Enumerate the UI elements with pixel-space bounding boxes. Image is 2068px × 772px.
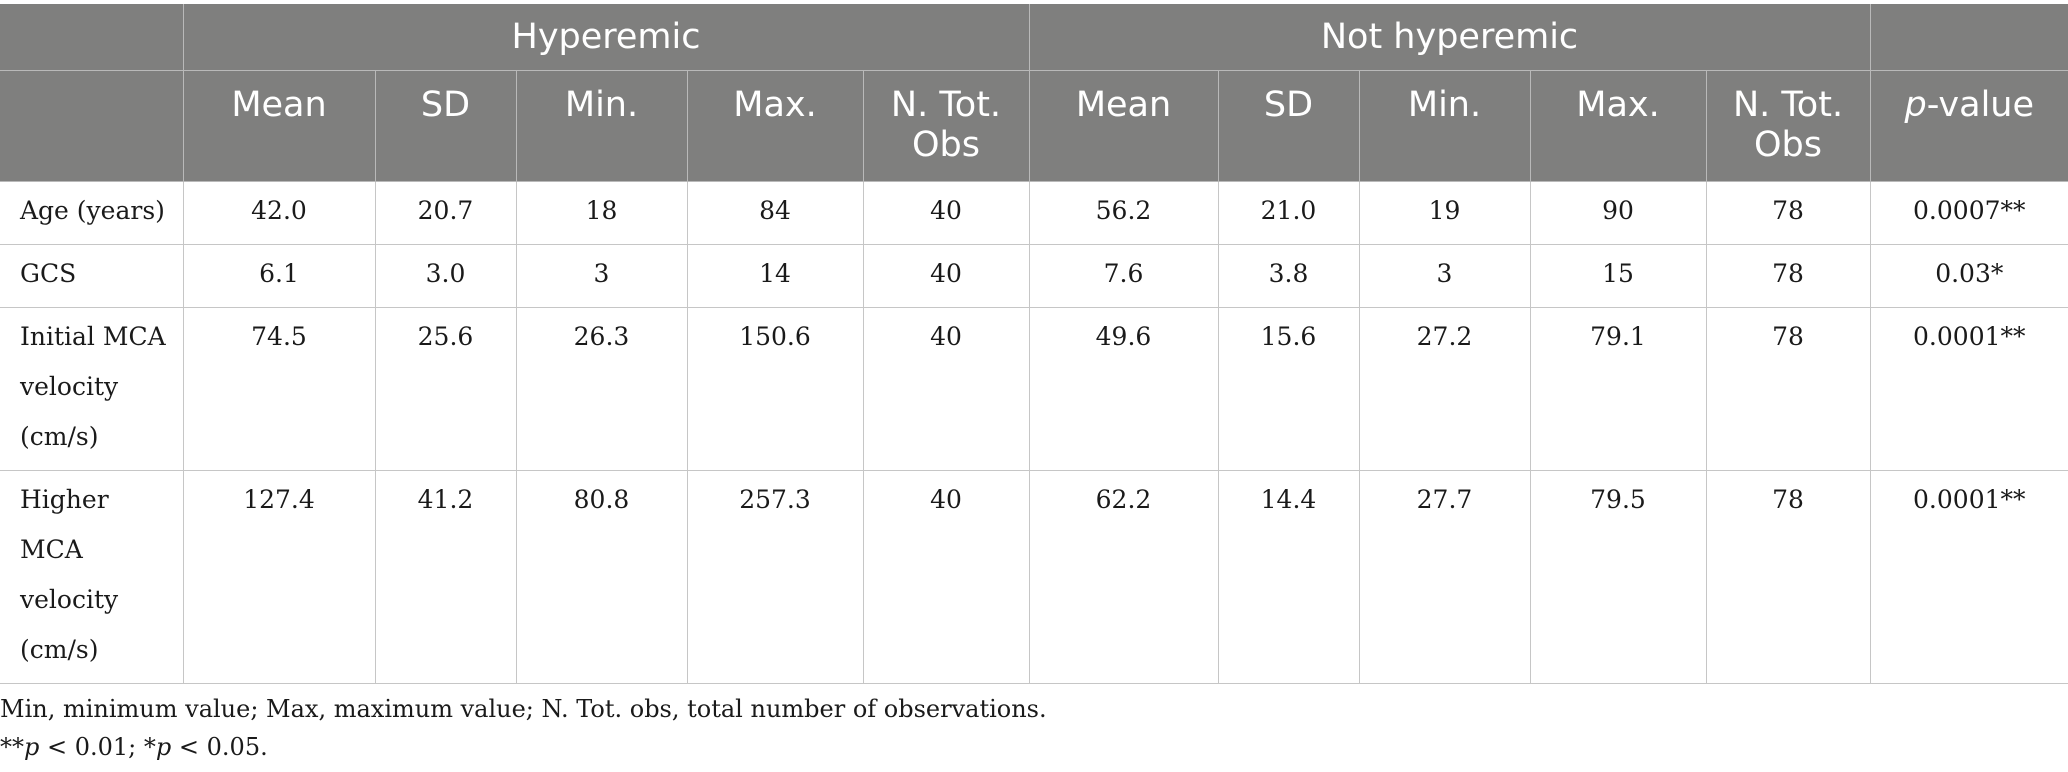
table-cell: 84 — [687, 181, 864, 245]
abbreviations-note: Min, minimum value; Max, maximum value; … — [0, 695, 1047, 723]
column-header-n-tot-obs: N. Tot. Obs — [1706, 70, 1871, 182]
column-header-variable — [0, 70, 184, 182]
table-cell: 21.0 — [1218, 181, 1360, 245]
table-cell: 127.4 — [183, 470, 376, 684]
sig-threshold-005: < 0.05. — [171, 733, 268, 761]
group-header-hyperemic: Hyperemic — [183, 4, 1030, 71]
group-header-pvalue-blank — [1870, 4, 2068, 71]
table-cell: 56.2 — [1029, 181, 1219, 245]
table-cell: 3 — [516, 244, 688, 308]
table-cell: 79.5 — [1530, 470, 1707, 684]
table-cell: 40 — [863, 470, 1030, 684]
table-cell: 26.3 — [516, 307, 688, 471]
p-value-rest-label: -value — [1926, 85, 2035, 125]
table-cell: 6.1 — [183, 244, 376, 308]
table-cell: 150.6 — [687, 307, 864, 471]
table-cell: 14.4 — [1218, 470, 1360, 684]
column-header-p-value: p-value — [1870, 70, 2068, 182]
table-cell: 15.6 — [1218, 307, 1360, 471]
table-cell: 78 — [1706, 244, 1871, 308]
table-footnotes: Min, minimum value; Max, maximum value; … — [0, 690, 1047, 766]
table-cell: 257.3 — [687, 470, 864, 684]
data-table-container: Hyperemic Not hyperemic Mean SD Min. Max… — [0, 4, 2068, 684]
group-header-row: Hyperemic Not hyperemic — [0, 4, 2068, 71]
table-cell: 80.8 — [516, 470, 688, 684]
table-cell: 74.5 — [183, 307, 376, 471]
table-cell: 19 — [1359, 181, 1531, 245]
column-header-n-tot-obs: N. Tot. Obs — [863, 70, 1030, 182]
table-cell: 78 — [1706, 307, 1871, 471]
p-value-cell: 0.0007** — [1870, 181, 2068, 245]
sig-p-symbol: p — [24, 733, 40, 761]
table-cell: 20.7 — [375, 181, 517, 245]
table-cell: 90 — [1530, 181, 1707, 245]
column-header-sd: SD — [375, 70, 517, 182]
sig-p-symbol: p — [155, 733, 172, 761]
table-cell: 41.2 — [375, 470, 517, 684]
table-cell: 27.7 — [1359, 470, 1531, 684]
group-header-blank — [0, 4, 184, 71]
table-row: Higher MCA velocity (cm/s) 127.4 41.2 80… — [0, 470, 2068, 684]
table-cell: 3 — [1359, 244, 1531, 308]
p-value-cell: 0.0001** — [1870, 470, 2068, 684]
p-value-cell: 0.03* — [1870, 244, 2068, 308]
table-cell: 79.1 — [1530, 307, 1707, 471]
sig-marker-single: * — [143, 733, 156, 761]
table-cell: 18 — [516, 181, 688, 245]
column-header-row: Mean SD Min. Max. N. Tot. Obs Mean SD Mi… — [0, 70, 2068, 182]
table-cell: 27.2 — [1359, 307, 1531, 471]
table-row: GCS 6.1 3.0 3 14 40 7.6 3.8 3 15 78 0.03… — [0, 244, 2068, 308]
table-cell: 78 — [1706, 470, 1871, 684]
sig-threshold-001: < 0.01; — [39, 733, 144, 761]
table-cell: 40 — [863, 181, 1030, 245]
column-header-max: Max. — [687, 70, 864, 182]
table-row: Initial MCA velocity (cm/s) 74.5 25.6 26… — [0, 307, 2068, 471]
table-row: Age (years) 42.0 20.7 18 84 40 56.2 21.0… — [0, 181, 2068, 245]
table-cell: 7.6 — [1029, 244, 1219, 308]
row-label: Higher MCA velocity (cm/s) — [0, 470, 184, 684]
column-header-min: Min. — [1359, 70, 1531, 182]
column-header-mean: Mean — [1029, 70, 1219, 182]
row-label: Initial MCA velocity (cm/s) — [0, 307, 184, 471]
table-cell: 78 — [1706, 181, 1871, 245]
column-header-sd: SD — [1218, 70, 1360, 182]
table-cell: 62.2 — [1029, 470, 1219, 684]
table-cell: 49.6 — [1029, 307, 1219, 471]
table-cell: 40 — [863, 244, 1030, 308]
row-label: Age (years) — [0, 181, 184, 245]
column-header-min: Min. — [516, 70, 688, 182]
table-cell: 3.0 — [375, 244, 517, 308]
statistics-table: Hyperemic Not hyperemic Mean SD Min. Max… — [0, 4, 2068, 684]
column-header-mean: Mean — [183, 70, 376, 182]
significance-note: **p < 0.01; *p < 0.05. — [0, 728, 1047, 766]
row-label: GCS — [0, 244, 184, 308]
table-cell: 42.0 — [183, 181, 376, 245]
p-value-cell: 0.0001** — [1870, 307, 2068, 471]
table-cell: 14 — [687, 244, 864, 308]
table-cell: 15 — [1530, 244, 1707, 308]
table-cell: 40 — [863, 307, 1030, 471]
table-cell: 25.6 — [375, 307, 517, 471]
table-cell: 3.8 — [1218, 244, 1360, 308]
p-value-p-label: p — [1904, 85, 1927, 125]
column-header-max: Max. — [1530, 70, 1707, 182]
sig-marker-double: ** — [0, 733, 24, 761]
group-header-not-hyperemic: Not hyperemic — [1029, 4, 1871, 71]
